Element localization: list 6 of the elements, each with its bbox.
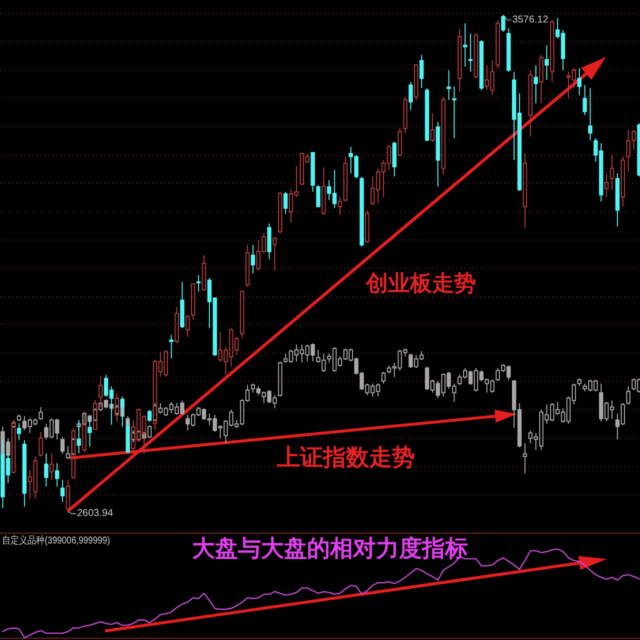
annotation: 3576.12 xyxy=(512,14,549,26)
annotation: 大盘与大盘的相对力度指标 xyxy=(192,535,468,561)
annotation: 2603.94 xyxy=(76,508,114,520)
annotation: 创业板走势 xyxy=(365,270,476,296)
chart-title: 自定义品种(399006,999999) xyxy=(2,534,128,546)
annotation: 上证指数走势 xyxy=(276,444,415,470)
